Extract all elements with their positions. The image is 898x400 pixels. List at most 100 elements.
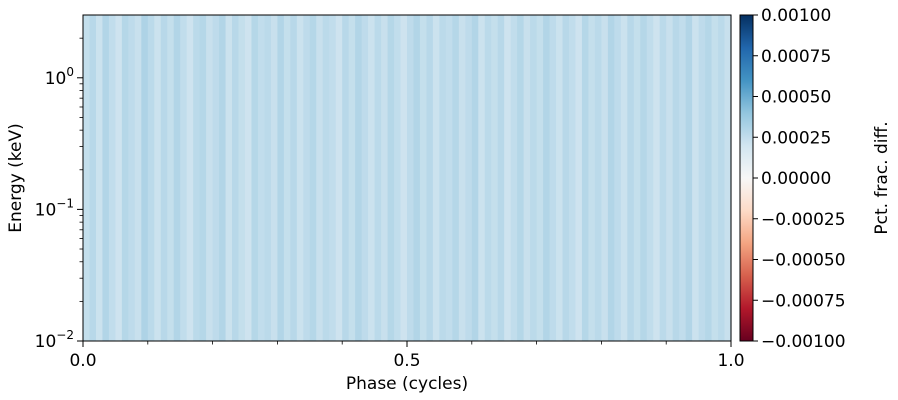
heatmap-cell bbox=[374, 15, 382, 341]
heatmap-cell bbox=[108, 15, 116, 341]
heatmap-cell bbox=[186, 15, 194, 341]
heatmap-cell bbox=[368, 15, 376, 341]
heatmap-cell bbox=[121, 15, 129, 341]
heatmap-cell bbox=[426, 15, 434, 341]
heatmap-cell bbox=[445, 15, 453, 341]
heatmap-cell bbox=[698, 15, 706, 341]
heatmap-cell bbox=[549, 15, 557, 341]
heatmap-cell bbox=[510, 15, 518, 341]
x-axis: 0.0 0.5 1.0 bbox=[69, 341, 745, 371]
heatmap-cell bbox=[329, 15, 337, 341]
heatmap-cell bbox=[497, 15, 505, 341]
heatmap-cell bbox=[679, 15, 687, 341]
colorbar-tick-label: 0.00050 bbox=[761, 88, 831, 108]
heatmap-cell bbox=[89, 15, 97, 341]
heatmap-cell bbox=[594, 15, 602, 341]
heatmap-cell bbox=[666, 15, 674, 341]
colorbar-tick-label: −0.00100 bbox=[761, 332, 846, 352]
colorbar-label: Pct. frac. diff. bbox=[872, 121, 892, 234]
heatmap-cell bbox=[614, 15, 622, 341]
heatmap-cell bbox=[400, 15, 408, 341]
colorbar-tick-label: 0.00100 bbox=[761, 6, 831, 26]
heatmap-cell bbox=[394, 15, 402, 341]
heatmap-cell bbox=[523, 15, 531, 341]
heatmap-cell bbox=[232, 15, 240, 341]
heatmap-cell bbox=[569, 15, 577, 341]
heatmap-cell bbox=[141, 15, 149, 341]
heatmap-cell bbox=[672, 15, 680, 341]
heatmap-cell bbox=[342, 15, 350, 341]
heatmap-cell bbox=[478, 15, 486, 341]
heatmap-cell bbox=[407, 15, 415, 341]
heatmap-cell bbox=[517, 15, 525, 341]
heatmap-cell bbox=[95, 15, 104, 341]
heatmap-cell bbox=[640, 15, 648, 341]
heatmap-cell bbox=[452, 15, 460, 341]
heatmap-cells bbox=[83, 15, 732, 341]
heatmap-cell bbox=[685, 15, 693, 341]
heatmap-cell bbox=[277, 15, 285, 341]
heatmap-cell bbox=[581, 15, 590, 341]
heatmap-cell bbox=[543, 15, 551, 341]
heatmap-cell bbox=[419, 15, 428, 341]
heatmap-cell bbox=[705, 15, 713, 341]
heatmap-cell bbox=[115, 15, 123, 341]
x-tick-label: 0.5 bbox=[393, 351, 420, 371]
heatmap-cell bbox=[257, 15, 266, 341]
heatmap-cell bbox=[439, 15, 447, 341]
y-tick-label: 100 bbox=[45, 65, 74, 89]
heatmap-cell bbox=[193, 15, 201, 341]
heatmap-cell bbox=[458, 15, 466, 341]
heatmap-cell bbox=[607, 15, 615, 341]
y-axis-label: Energy (keV) bbox=[6, 123, 26, 233]
heatmap-cell bbox=[646, 15, 654, 341]
heatmap-cell bbox=[335, 15, 343, 341]
y-tick-label: 10−2 bbox=[35, 328, 74, 352]
heatmap-cell bbox=[225, 15, 233, 341]
colorbar-gradient bbox=[740, 15, 753, 341]
heatmap-cell bbox=[633, 15, 641, 341]
heatmap-cell bbox=[484, 15, 492, 341]
heatmap-cell bbox=[102, 15, 110, 341]
heatmap-cell bbox=[134, 15, 142, 341]
heatmap-cell bbox=[83, 15, 91, 341]
heatmap-cell bbox=[575, 15, 583, 341]
heatmap-cell bbox=[588, 15, 596, 341]
colorbar-tick-label: 0.00025 bbox=[761, 128, 831, 148]
heatmap-cell bbox=[471, 15, 479, 341]
heatmap-cell bbox=[530, 15, 538, 341]
heatmap-cell bbox=[160, 15, 168, 341]
heatmap-cell bbox=[316, 15, 324, 341]
colorbar-tick-label: 0.00000 bbox=[761, 169, 831, 189]
colorbar-tick-label: −0.00025 bbox=[761, 210, 846, 230]
heatmap-cell bbox=[620, 15, 628, 341]
heatmap-cell bbox=[491, 15, 499, 341]
colorbar-ticks: 0.00100 0.00075 0.00050 0.00025 0.00000 −0.00… bbox=[753, 6, 846, 352]
heatmap-cell bbox=[718, 15, 726, 341]
heatmap-cell bbox=[264, 15, 272, 341]
heatmap-cell bbox=[413, 15, 421, 341]
heatmap-cell bbox=[199, 15, 207, 341]
heatmap-cell bbox=[219, 15, 227, 341]
heatmap-cell bbox=[653, 15, 661, 341]
heatmap-cell bbox=[361, 15, 369, 341]
heatmap-cell bbox=[251, 15, 259, 341]
heatmap-cell bbox=[504, 15, 512, 341]
x-tick-label: 1.0 bbox=[717, 351, 744, 371]
heatmap-cell bbox=[381, 15, 389, 341]
heatmap-cell bbox=[348, 15, 356, 341]
x-tick-label: 0.0 bbox=[69, 351, 96, 371]
heatmap-cell bbox=[212, 15, 220, 341]
heatmap-cell bbox=[296, 15, 304, 341]
heatmap-cell bbox=[724, 15, 732, 341]
heatmap-cell bbox=[536, 15, 544, 341]
colorbar-tick-label: 0.00075 bbox=[761, 47, 831, 67]
heatmap-cell bbox=[173, 15, 181, 341]
colorbar-tick-label: −0.00050 bbox=[761, 251, 846, 271]
colorbar-tick-label: −0.00075 bbox=[761, 291, 846, 311]
heatmap-cell bbox=[659, 15, 667, 341]
y-tick-label: 10−1 bbox=[35, 196, 74, 220]
heatmap-cell bbox=[562, 15, 570, 341]
heatmap-cell bbox=[711, 15, 719, 341]
